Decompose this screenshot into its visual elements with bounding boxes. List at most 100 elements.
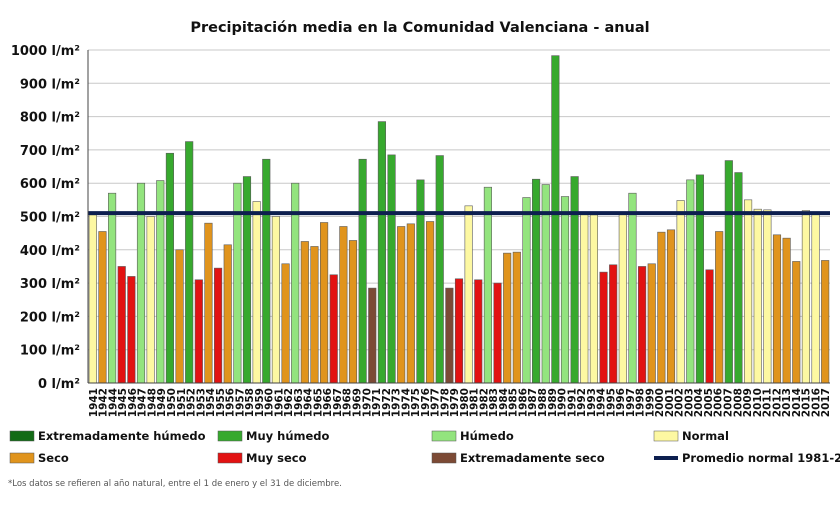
x-tick-label: 1962 <box>283 388 295 417</box>
bar-1977 <box>435 155 444 384</box>
bar-2003 <box>686 179 695 384</box>
bar-1971 <box>377 121 386 384</box>
bar-1942 <box>98 231 107 384</box>
x-tick-label: 1982 <box>478 388 490 417</box>
bar-1976 <box>426 221 435 384</box>
bar-1989 <box>551 55 560 384</box>
bar-1970 <box>368 287 377 384</box>
bar-2015 <box>801 210 810 384</box>
x-tick-label: 1956 <box>225 388 237 417</box>
x-tick-label: 1958 <box>244 388 256 417</box>
y-tick-label: 900 l/m² <box>20 77 80 92</box>
legend-label-seco: Seco <box>38 451 69 465</box>
x-tick-label: 2007 <box>722 388 734 417</box>
bar-1968 <box>348 240 358 384</box>
x-tick-label: 1969 <box>351 388 363 417</box>
chart-title: Precipitación media en la Comunidad Vale… <box>190 20 649 36</box>
x-tick-label: 1963 <box>293 388 305 417</box>
bar-2001 <box>666 229 676 384</box>
bar-2004 <box>695 174 704 384</box>
x-tick-label: 1984 <box>498 388 510 417</box>
x-tick-label: 2011 <box>762 388 774 417</box>
y-tick-label: 600 l/m² <box>20 177 80 192</box>
bar-2005 <box>705 269 714 384</box>
y-tick-label: 100 l/m² <box>20 344 80 359</box>
x-tick-label: 1993 <box>586 388 598 417</box>
x-tick-label: 1967 <box>332 388 344 417</box>
bar-1955 <box>223 244 232 384</box>
x-tick-label: 1978 <box>439 388 451 417</box>
x-tick-label: 1949 <box>156 388 168 417</box>
x-tick-label: 1961 <box>273 388 285 417</box>
bar-1984 <box>503 252 512 384</box>
legend: Extremadamente húmedo Muy húmedo Húmedo Nor… <box>9 429 840 465</box>
axes <box>87 50 830 384</box>
legend-swatch-ext_humedo <box>9 430 35 442</box>
legend-label-humedo: Húmedo <box>460 429 514 443</box>
x-tick-label: 1951 <box>176 388 188 417</box>
bar-1973 <box>397 226 406 384</box>
x-tick-label: 1997 <box>625 388 637 417</box>
x-tick-label: 2005 <box>703 388 715 417</box>
bar-1982 <box>483 186 492 384</box>
bar-1949 <box>165 152 174 384</box>
legend-label-promedio: Promedio normal 1981-2010 <box>682 451 840 465</box>
legend-label-muy_humedo: Muy húmedo <box>246 429 330 443</box>
x-tick-label: 1988 <box>537 388 549 417</box>
bar-1972 <box>387 154 396 384</box>
bar-1958 <box>252 201 261 384</box>
x-tick-label: 1991 <box>566 388 578 417</box>
x-tick-label: 1980 <box>459 388 471 417</box>
x-tick-label: 1981 <box>469 388 481 417</box>
x-tick-label: 1954 <box>205 388 217 417</box>
bar-1954 <box>214 267 223 384</box>
bars <box>88 55 830 384</box>
x-axis-tick-labels: 1941194219441945194619471948194919501951… <box>88 388 832 417</box>
bar-1963 <box>300 241 309 384</box>
bar-1952 <box>194 279 203 384</box>
bar-1992 <box>580 212 589 384</box>
bar-1943 <box>108 192 117 384</box>
bar-1994 <box>599 271 608 384</box>
bar-1957 <box>242 176 252 384</box>
x-tick-label: 1998 <box>635 388 647 417</box>
footnote: *Los datos se refieren al año natural, e… <box>8 479 342 489</box>
x-tick-label: 1983 <box>488 388 500 417</box>
x-tick-label: 1986 <box>517 388 529 417</box>
x-tick-label: 1945 <box>117 388 129 417</box>
x-tick-label: 1972 <box>381 388 393 417</box>
x-tick-label: 1971 <box>371 388 383 417</box>
bar-2012 <box>772 234 782 384</box>
x-tick-label: 2004 <box>693 388 705 417</box>
legend-label-ext_humedo: Extremadamente húmedo <box>38 429 206 443</box>
x-tick-label: 1947 <box>137 388 149 417</box>
bar-1944 <box>117 266 126 384</box>
x-tick-label: 1990 <box>557 388 569 417</box>
x-tick-label: 1970 <box>361 388 373 417</box>
x-tick-label: 1968 <box>342 388 354 417</box>
bar-1959 <box>262 158 271 384</box>
legend-swatch-humedo <box>431 430 457 442</box>
bar-1979 <box>454 278 464 384</box>
x-tick-label: 1994 <box>596 388 608 417</box>
bar-1969 <box>358 158 367 384</box>
x-tick-label: 2002 <box>674 388 686 417</box>
x-tick-label: 1944 <box>107 388 119 417</box>
bar-1975 <box>416 179 425 384</box>
bar-2014 <box>792 261 801 384</box>
bar-1995 <box>609 264 618 384</box>
x-tick-label: 1964 <box>303 388 315 417</box>
x-tick-label: 2017 <box>820 388 832 417</box>
x-tick-label: 2006 <box>713 388 725 417</box>
bar-2008 <box>734 172 743 384</box>
x-tick-label: 1973 <box>391 388 403 417</box>
y-tick-label: 1000 l/m² <box>11 44 80 59</box>
legend-swatch-muy_humedo <box>217 430 243 442</box>
bar-1981 <box>474 279 483 384</box>
bar-1960 <box>271 216 280 384</box>
bar-1996 <box>618 212 627 384</box>
bar-2002 <box>676 200 685 384</box>
x-tick-label: 1999 <box>644 388 656 417</box>
bar-1948 <box>156 180 165 384</box>
